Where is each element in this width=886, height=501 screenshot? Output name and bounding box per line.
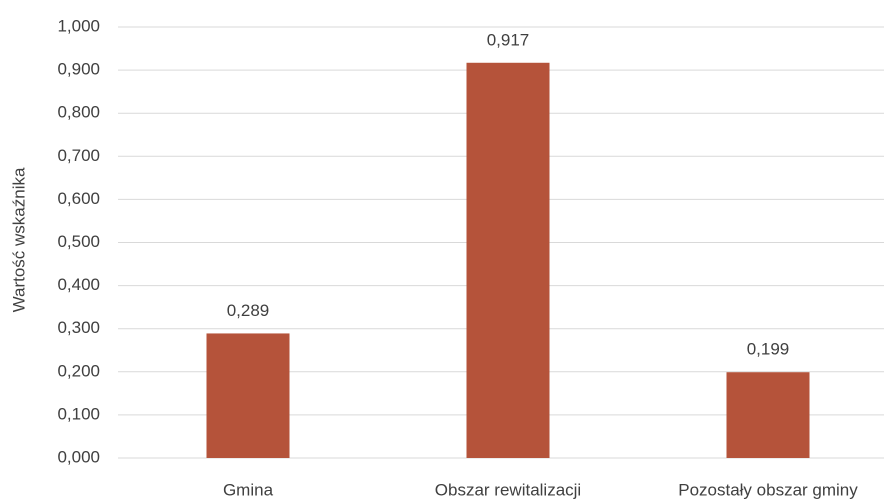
y-tick-label: 1,000 xyxy=(57,16,100,35)
y-tick-label: 0,500 xyxy=(57,232,100,251)
data-label: 0,199 xyxy=(747,340,790,359)
y-tick-label: 0,200 xyxy=(57,361,100,380)
y-tick-label: 0,300 xyxy=(57,318,100,337)
y-tick-label: 0,000 xyxy=(57,447,100,466)
x-tick-label: Gmina xyxy=(223,480,274,499)
y-tick-label: 0,900 xyxy=(57,60,100,79)
bar xyxy=(206,333,290,458)
y-tick-label: 0,800 xyxy=(57,103,100,122)
y-tick-label: 0,400 xyxy=(57,275,100,294)
y-tick-label: 0,700 xyxy=(57,146,100,165)
bar xyxy=(726,372,810,458)
data-label: 0,917 xyxy=(487,30,530,49)
x-tick-label: Pozostały obszar gminy xyxy=(678,480,858,499)
y-axis-title: Wartość wskaźnika xyxy=(9,167,28,312)
x-tick-label: Obszar rewitalizacji xyxy=(435,480,581,499)
bar xyxy=(466,62,550,458)
y-tick-label: 0,100 xyxy=(57,404,100,423)
data-label: 0,289 xyxy=(227,301,270,320)
y-tick-label: 0,600 xyxy=(57,189,100,208)
